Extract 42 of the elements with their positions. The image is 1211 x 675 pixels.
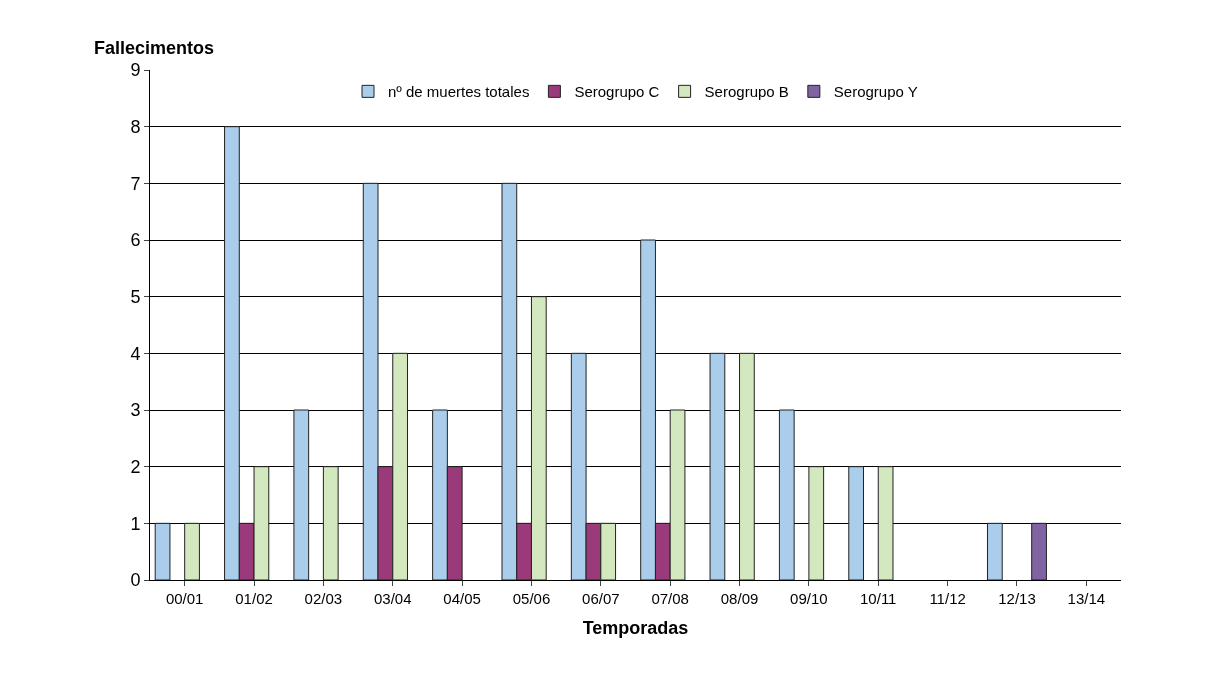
y-tick-label: 5 [130,286,141,307]
legend-label: nº de muertes totales [388,83,530,101]
legend-label: Serogrupo B [704,83,789,101]
bar [986,522,1003,580]
bar [154,522,171,580]
x-axis-title: Temporadas [582,618,689,639]
bar [322,466,339,580]
y-tick-label: 6 [130,230,141,251]
x-tick-label: 12/13 [998,590,1036,607]
x-tick-label: 00/01 [165,590,204,607]
legend-label: Serogrupo Y [833,83,918,101]
x-tick-label: 13/14 [1067,590,1106,607]
x-tick-label: 02/03 [304,590,343,607]
bar [877,466,894,580]
legend-label: Serogrupo C [574,83,660,101]
y-tick-label: 8 [130,116,141,137]
y-tick-label: 7 [130,173,141,194]
bar [1031,522,1047,580]
x-tick-label: 03/04 [373,590,412,607]
bar [848,466,865,580]
x-tick-label: 05/06 [512,590,551,607]
bar [778,409,795,580]
y-tick-label: 2 [130,456,141,477]
y-tick-label: 0 [130,570,141,591]
x-tick-label: 09/10 [790,590,828,607]
y-axis-title: Fallecimentos [94,38,215,58]
x-tick-label: 04/05 [443,590,481,607]
x-tick-label: 10/11 [860,590,897,607]
y-tick-label: 1 [130,513,141,534]
x-tick-label: 07/08 [651,590,689,607]
y-tick-label: 4 [130,343,141,364]
x-tick-label: 01/02 [235,590,273,607]
x-tick-label: 08/09 [720,590,759,607]
bar [739,352,755,580]
bar [293,409,310,580]
bar [709,352,726,580]
y-tick-label: 9 [130,60,141,81]
x-tick-label: 06/07 [582,590,620,607]
bar [184,522,200,580]
x-tick-label: 11/12 [929,590,966,607]
y-tick-label: 3 [130,400,141,421]
bar [808,466,825,580]
